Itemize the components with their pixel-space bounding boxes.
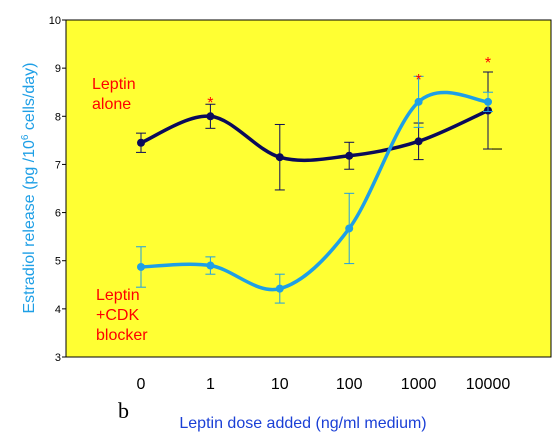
data-point (206, 261, 215, 270)
y-axis-title-superscript: 6 (20, 134, 31, 140)
series-label-line: +CDK (96, 307, 139, 324)
x-tick-label: 10000 (466, 376, 511, 393)
data-point (414, 137, 423, 146)
data-point (137, 138, 145, 147)
data-point (345, 151, 354, 160)
y-tick-label: 7 (55, 159, 61, 171)
y-tick-label: 6 (55, 208, 61, 220)
series-label-line: Leptin (96, 287, 140, 304)
plot-area (65, 19, 552, 358)
data-point (345, 224, 354, 233)
y-tick-label: 3 (55, 352, 61, 364)
series-label-2: Leptin +CDK blocker (96, 287, 148, 344)
series-label-line: alone (92, 96, 131, 113)
data-point (484, 97, 492, 106)
data-point (275, 153, 284, 162)
data-point (137, 262, 145, 271)
x-tick-label: 1 (206, 376, 215, 393)
y-tick-label: 5 (55, 256, 61, 268)
x-tick-label: 100 (336, 376, 363, 393)
panel-letter: b (118, 398, 129, 423)
x-axis-title: Leptin dose added (ng/ml medium) (179, 415, 426, 432)
data-point (206, 112, 215, 121)
y-tick-label: 9 (55, 63, 61, 75)
series-line (140, 108, 489, 163)
series-2 (136, 75, 493, 304)
significance-markers: * * * (207, 55, 491, 112)
y-tick-label: 8 (55, 111, 61, 123)
y-tick-label: 4 (55, 304, 61, 316)
data-point (275, 284, 284, 293)
x-axis-tick-labels: 0 1 10 100 1000 10000 (137, 376, 511, 393)
series-layer (136, 71, 502, 304)
series-label-line: blocker (96, 327, 148, 344)
y-axis-title: Estradiol release (pg /106 cells/day) (20, 62, 38, 313)
x-tick-label: 10 (271, 376, 289, 393)
series-label-1: Leptin alone (92, 76, 136, 113)
significance-star: * (415, 72, 421, 89)
significance-star: * (207, 95, 213, 112)
series-labels: Leptin alone Leptin +CDK blocker (92, 76, 148, 344)
y-axis-title-main: Estradiol release (pg /10 (21, 140, 38, 314)
x-tick-label: 0 (137, 376, 146, 393)
y-axis: 3 4 5 6 7 8 9 10 (49, 15, 67, 364)
series-label-line: Leptin (92, 76, 136, 93)
y-tick-label: 10 (49, 15, 61, 27)
y-axis-title-end: cells/day) (21, 62, 38, 134)
significance-star: * (485, 55, 491, 72)
x-tick-label: 1000 (401, 376, 437, 393)
data-point (414, 97, 423, 106)
